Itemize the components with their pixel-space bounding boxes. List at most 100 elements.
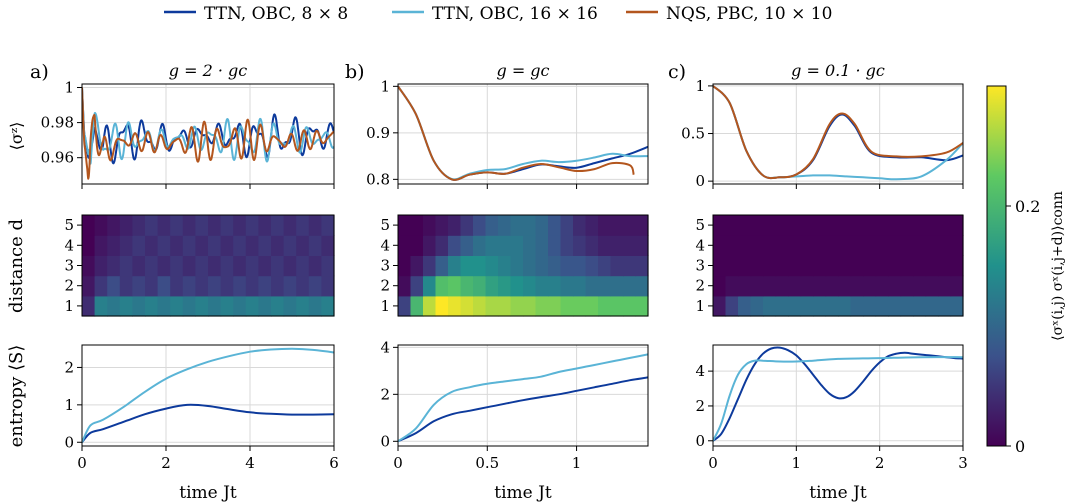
a-magnetization-series-group xyxy=(82,87,334,180)
a-correlations-cell-2-18 xyxy=(308,255,322,277)
b-magnetization-axes: 1 0.9 0.8 xyxy=(366,77,649,189)
c-correlations-cell-4-2 xyxy=(738,215,752,236)
a-correlations-cell-0-7 xyxy=(170,295,184,317)
b-correlations-cell-3-6 xyxy=(473,235,487,256)
b-correlations-cell-0-3 xyxy=(435,295,449,317)
c-correlations-cell-4-5 xyxy=(775,215,789,236)
a-magnetization-frame xyxy=(81,83,335,185)
b-correlations-cell-3-0 xyxy=(398,235,412,256)
b-correlations-cell-2-9 xyxy=(510,255,524,277)
b-correlations-cell-0-6 xyxy=(473,295,487,317)
b-correlations-cell-1-16 xyxy=(598,275,612,297)
b-correlations-axes: 1 2 3 4 5 xyxy=(380,214,649,317)
a-correlations-cell-4-0 xyxy=(82,215,96,236)
b-correlations-cell-2-2 xyxy=(423,255,437,277)
row1-ylabel: ⟨σᶻ⟩ xyxy=(7,122,26,151)
c-correlations-cell-3-5 xyxy=(775,235,789,256)
a-correlations-cell-2-19 xyxy=(321,255,335,277)
c-correlations-ytick-label-4: 5 xyxy=(695,216,705,234)
b-correlations-cell-3-5 xyxy=(460,235,474,256)
c-correlations-cell-1-13 xyxy=(875,275,889,297)
a-correlations-cell-2-17 xyxy=(296,255,310,277)
b-correlations-cell-0-4 xyxy=(448,295,462,317)
b-correlations-cell-3-8 xyxy=(498,235,512,256)
b-correlations-cell-4-17 xyxy=(610,215,624,236)
b-correlations-cell-1-8 xyxy=(498,275,512,297)
a-correlations-cell-1-6 xyxy=(157,275,171,297)
a-correlations-cell-1-9 xyxy=(195,275,209,297)
a-correlations-cell-0-17 xyxy=(296,295,310,317)
a-correlations-cell-1-15 xyxy=(271,275,285,297)
c-entropy-series-group xyxy=(713,346,963,442)
a-correlations-cell-1-18 xyxy=(308,275,322,297)
c-correlations-cell-3-11 xyxy=(850,235,864,256)
c-magnetization-ytick-label-0: 1 xyxy=(695,77,705,95)
b-correlations-cell-0-14 xyxy=(573,295,587,317)
c-entropy-axes: 4 2 00 1 2 3 xyxy=(695,344,968,472)
a-correlations-cell-2-12 xyxy=(233,255,247,277)
b-magnetization-series-2 xyxy=(398,85,635,181)
b-correlations-cell-4-3 xyxy=(435,215,449,236)
b-correlations-ytick-label-4: 5 xyxy=(380,216,390,234)
a-correlations-cell-4-18 xyxy=(308,215,322,236)
a-correlations-cell-3-4 xyxy=(132,235,146,256)
c-correlations-cell-3-14 xyxy=(888,235,902,256)
a-correlations-ytick-label-2: 3 xyxy=(64,257,74,275)
legend-label-2: TTN, OBC, 16 × 16 xyxy=(432,4,598,24)
a-correlations-cell-4-9 xyxy=(195,215,209,236)
c-correlations-cell-2-14 xyxy=(888,255,902,277)
b-correlations-cell-3-2 xyxy=(423,235,437,256)
a-correlations-cell-2-5 xyxy=(145,255,159,277)
c-correlations-cell-4-10 xyxy=(838,215,852,236)
b-correlations-cell-2-6 xyxy=(473,255,487,277)
a-correlations-cell-4-12 xyxy=(233,215,247,236)
b-correlations-cell-2-12 xyxy=(548,255,562,277)
b-correlations-cell-4-14 xyxy=(573,215,587,236)
c-magnetization-axes: 10.50 xyxy=(681,77,964,190)
a-correlations-cell-1-17 xyxy=(296,275,310,297)
a-entropy-xtick-label-1: 2 xyxy=(161,454,171,472)
b-correlations-cell-4-1 xyxy=(410,215,424,236)
b-correlations-cell-0-11 xyxy=(535,295,549,317)
c-correlations-cell-1-0 xyxy=(713,275,727,297)
b-correlations-cell-0-12 xyxy=(548,295,562,317)
c-correlations-cell-3-19 xyxy=(950,235,964,256)
c-entropy-xtick-label-0: 0 xyxy=(708,454,718,472)
a-correlations-frame xyxy=(81,214,335,317)
b-correlations-cell-0-0 xyxy=(398,295,412,317)
a-correlations-cell-1-16 xyxy=(283,275,297,297)
a-correlations-cell-4-3 xyxy=(119,215,133,236)
c-correlations-axes: 1 2 3 4 5 xyxy=(695,214,964,317)
a-correlations-cell-0-12 xyxy=(233,295,247,317)
c-correlations-cell-4-14 xyxy=(888,215,902,236)
b-correlations-cell-1-5 xyxy=(460,275,474,297)
row3-ylabel: entropy ⟨S⟩ xyxy=(6,345,27,448)
b-correlations-cell-0-2 xyxy=(423,295,437,317)
c-correlations-cell-0-6 xyxy=(788,295,802,317)
c-correlations-cell-4-13 xyxy=(875,215,889,236)
b-correlations-cell-4-9 xyxy=(510,215,524,236)
panel-title-c: g = 0.1 · gc xyxy=(791,61,885,80)
b-correlations-cell-4-8 xyxy=(498,215,512,236)
c-correlations-cell-0-17 xyxy=(925,295,939,317)
a-correlations-cell-2-8 xyxy=(182,255,196,277)
a-correlations-cell-4-15 xyxy=(271,215,285,236)
a-correlations-cell-4-8 xyxy=(182,215,196,236)
a-correlations-cell-3-11 xyxy=(220,235,234,256)
legend-label-1: TTN, OBC, 8 × 8 xyxy=(204,4,348,24)
b-correlations-ytick-label-2: 3 xyxy=(380,257,390,275)
a-correlations-cell-0-13 xyxy=(245,295,259,317)
c-correlations-cell-2-13 xyxy=(875,255,889,277)
b-magnetization-ytick-label-2: 0.8 xyxy=(366,170,390,188)
a-correlations-cell-1-7 xyxy=(170,275,184,297)
c-correlations-cell-2-18 xyxy=(938,255,952,277)
c-correlations-frame xyxy=(712,214,964,317)
panel-letter-a: a) xyxy=(30,61,49,83)
a-entropy-frame xyxy=(81,344,335,447)
a-correlations-cell-1-8 xyxy=(182,275,196,297)
b-correlations-cell-3-13 xyxy=(560,235,574,256)
b-correlations-cell-3-16 xyxy=(598,235,612,256)
c-correlations-cell-1-4 xyxy=(763,275,777,297)
a-correlations-cell-2-1 xyxy=(94,255,108,277)
c-correlations-cell-0-15 xyxy=(900,295,914,317)
